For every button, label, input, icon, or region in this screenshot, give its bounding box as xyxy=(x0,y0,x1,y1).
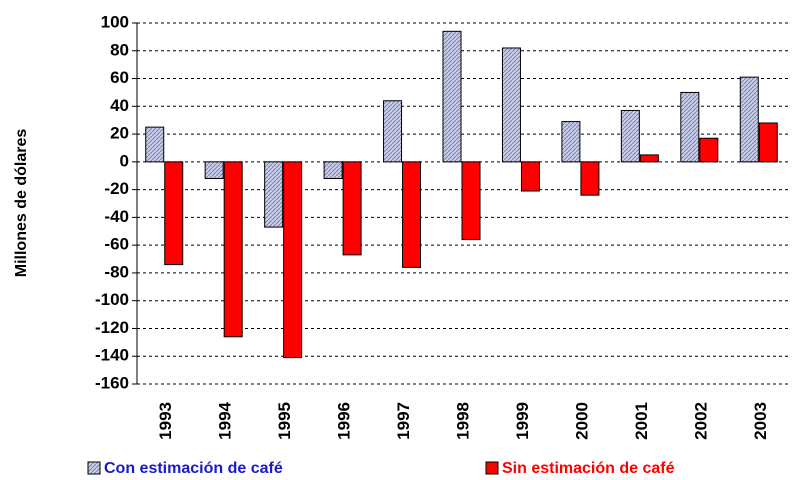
y-tick-label: -40 xyxy=(104,207,129,226)
bar xyxy=(283,161,303,359)
bar xyxy=(520,161,540,192)
x-tick-label: 1998 xyxy=(453,402,472,440)
bar xyxy=(223,161,243,338)
bar xyxy=(402,161,422,268)
x-tick-label: 2002 xyxy=(691,402,710,440)
bar xyxy=(501,47,521,163)
y-tick-label: -100 xyxy=(95,290,129,309)
bar xyxy=(639,154,659,163)
x-tick-label: 2003 xyxy=(751,402,770,440)
y-tick-label: 60 xyxy=(110,68,129,87)
y-tick-label: 20 xyxy=(110,124,129,143)
bar xyxy=(204,161,224,180)
bar xyxy=(580,161,600,196)
x-tick-label: 1995 xyxy=(275,402,294,440)
x-tick-label: 1999 xyxy=(513,402,532,440)
bar xyxy=(699,137,719,163)
x-tick-label: 1993 xyxy=(156,402,175,440)
bar xyxy=(264,161,284,228)
legend-swatch xyxy=(485,461,499,475)
y-tick-label: -60 xyxy=(104,235,129,254)
x-tick-label: 2001 xyxy=(632,402,651,440)
y-tick-label: -140 xyxy=(95,346,129,365)
x-tick-label: 1994 xyxy=(216,401,235,439)
bar xyxy=(758,122,778,163)
y-tick-label: 100 xyxy=(101,12,129,31)
x-tick-label: 2000 xyxy=(572,402,591,440)
y-axis-label: Millones de dólares xyxy=(13,129,30,278)
bar xyxy=(620,109,640,163)
x-tick-label: 1996 xyxy=(335,402,354,440)
bar xyxy=(461,161,481,241)
bar xyxy=(383,100,403,163)
bar xyxy=(442,30,462,163)
y-tick-label: 40 xyxy=(110,96,129,115)
bar xyxy=(561,121,581,163)
legend-swatch xyxy=(87,461,101,475)
bar xyxy=(164,161,184,266)
legend-label: Con estimación de café xyxy=(104,460,283,477)
y-tick-label: -80 xyxy=(104,262,129,281)
bar xyxy=(739,76,759,163)
y-tick-label: -160 xyxy=(95,373,129,392)
legend-label: Sin estimación de café xyxy=(502,460,675,477)
y-tick-label: -20 xyxy=(104,179,129,198)
bar xyxy=(342,161,362,256)
bar xyxy=(145,126,165,163)
y-tick-label: 0 xyxy=(120,151,129,170)
bar xyxy=(323,161,343,180)
y-tick-label: -120 xyxy=(95,318,129,337)
x-tick-label: 1997 xyxy=(394,402,413,440)
bar xyxy=(680,91,700,163)
y-tick-label: 80 xyxy=(110,40,129,59)
